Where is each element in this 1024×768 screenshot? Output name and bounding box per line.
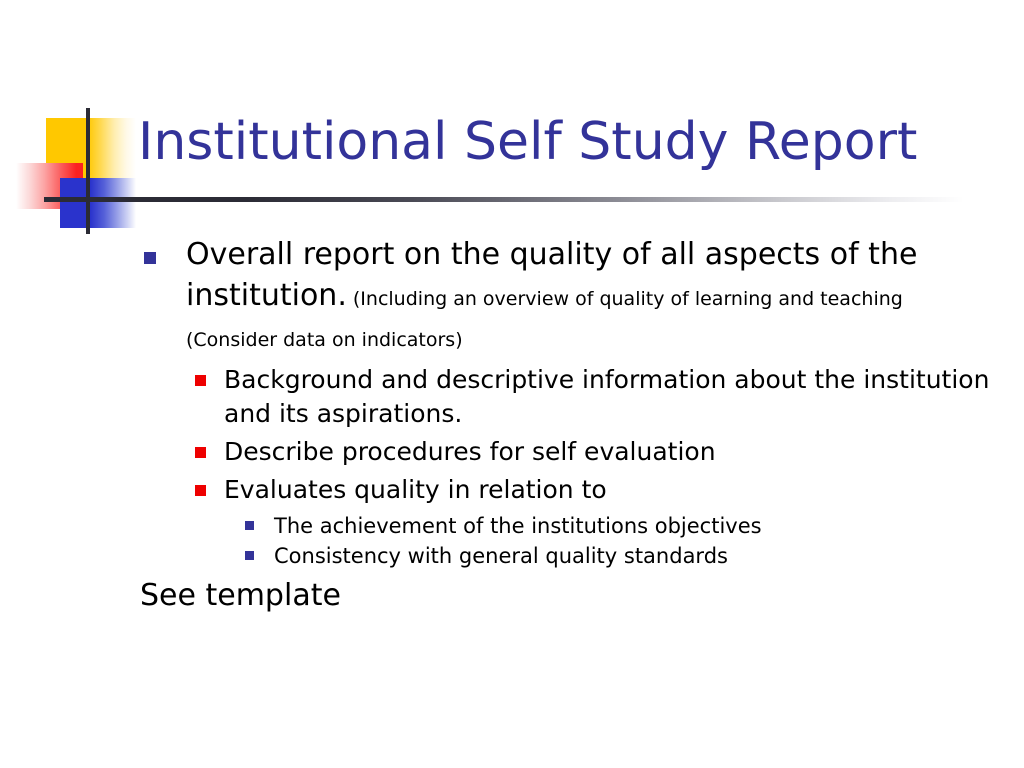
vertical-rule-decoration <box>86 108 90 234</box>
bullet-item-level2: Evaluates quality in relation to <box>0 473 1024 507</box>
blue-square-decoration <box>60 178 136 228</box>
yellow-square-decoration <box>46 118 136 181</box>
square-bullet-icon <box>144 252 156 264</box>
bullet-text: Evaluates quality in relation to <box>224 475 607 504</box>
bullet-text: Describe procedures for self evaluation <box>224 437 716 466</box>
square-bullet-icon <box>245 521 254 530</box>
horizontal-rule-decoration <box>44 197 964 202</box>
bullet-text: Overall report on the quality of all asp… <box>186 237 918 313</box>
red-square-decoration <box>16 163 83 209</box>
bullet-text: Consistency with general quality standar… <box>274 544 728 568</box>
slide-title: Institutional Self Study Report <box>138 112 918 172</box>
slide-body: Overall report on the quality of all asp… <box>0 234 1024 616</box>
bullet-text: The achievement of the institutions obje… <box>274 514 762 538</box>
bullet-item-level2: Describe procedures for self evaluation <box>0 435 1024 469</box>
bullet-item-level2: Background and descriptive information a… <box>0 363 1024 431</box>
bullet-item-level1: Overall report on the quality of all asp… <box>0 234 1024 357</box>
bullet-subtext: (Including an overview of quality of lea… <box>186 288 903 351</box>
bullet-item-level3: Consistency with general quality standar… <box>0 541 1024 571</box>
bullet-text: Background and descriptive information a… <box>224 365 990 428</box>
square-bullet-icon <box>195 375 206 386</box>
square-bullet-icon <box>245 551 254 560</box>
closing-line-text: See template <box>140 578 341 613</box>
square-bullet-icon <box>195 447 206 458</box>
bullet-item-level3: The achievement of the institutions obje… <box>0 511 1024 541</box>
closing-line: See template <box>0 575 1024 616</box>
square-bullet-icon <box>195 485 206 496</box>
